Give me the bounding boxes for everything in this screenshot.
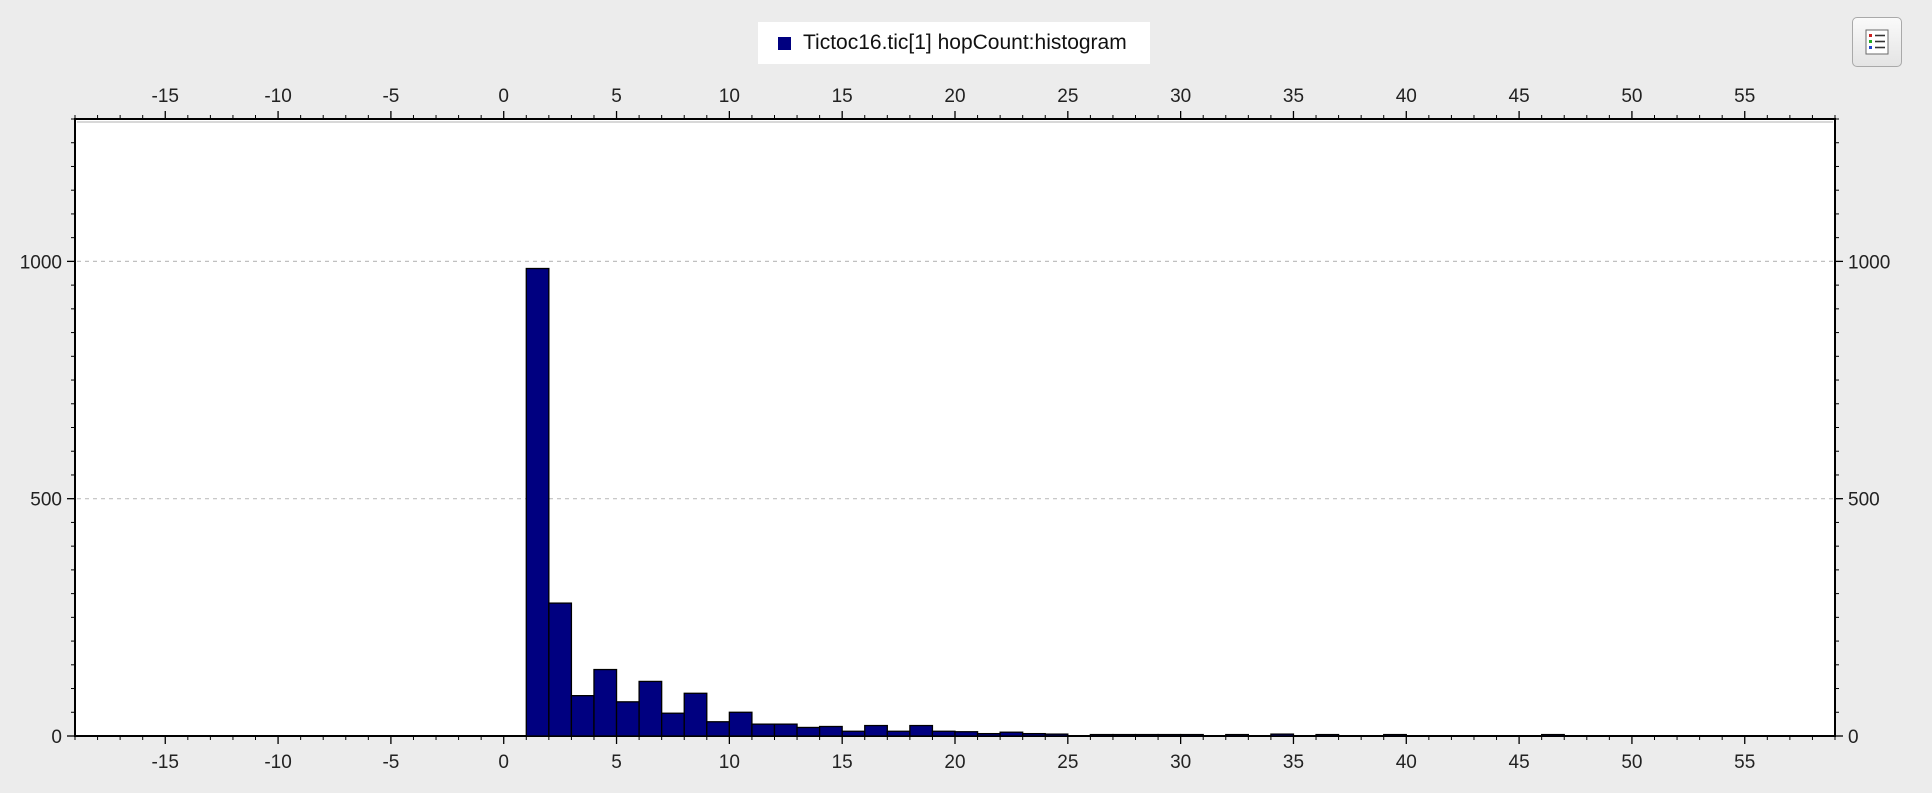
histogram-bar — [1157, 733, 1182, 737]
histogram-bar — [638, 680, 663, 737]
x-tick-label-bottom: 10 — [719, 752, 740, 773]
histogram-bars — [525, 267, 1565, 737]
y-tick-label-right: 500 — [1848, 490, 1880, 511]
y-tick-label-left: 500 — [30, 490, 62, 511]
histogram-bar — [818, 725, 843, 737]
histogram-bar — [751, 723, 776, 737]
histogram-bar — [1383, 733, 1407, 737]
x-tick-label-top: 0 — [498, 86, 509, 107]
histogram-bar — [796, 726, 821, 737]
x-tick-label-top: 20 — [944, 86, 965, 107]
x-tick-label-bottom: 45 — [1509, 752, 1530, 773]
x-tick-label-top: 25 — [1057, 86, 1078, 107]
x-tick-label-top: -5 — [382, 86, 399, 107]
x-tick-label-top: 55 — [1734, 86, 1755, 107]
histogram-bar — [841, 730, 866, 737]
histogram-bar — [1541, 733, 1565, 737]
x-tick-label-top: 50 — [1621, 86, 1642, 107]
x-tick-label-bottom: -5 — [382, 752, 399, 773]
histogram-bar — [1112, 733, 1137, 737]
histogram-bar — [615, 701, 640, 737]
legend: Tictoc16.tic[1] hopCount:histogram — [758, 22, 1150, 64]
histogram-bar — [548, 602, 573, 737]
histogram-bar — [728, 711, 753, 737]
legend-toggle-button[interactable] — [1852, 17, 1902, 67]
histogram-bar — [570, 695, 595, 737]
x-tick-label-bottom: -15 — [152, 752, 179, 773]
axis-tick-labels: -15-15-10-10-5-5005510101515202025253030… — [20, 86, 1891, 773]
x-tick-label-bottom: 55 — [1734, 752, 1755, 773]
histogram-bar — [1315, 733, 1340, 737]
histogram-bar — [886, 730, 911, 737]
x-tick-label-bottom: -10 — [264, 752, 291, 773]
histogram-bar — [773, 723, 798, 737]
x-tick-label-bottom: 40 — [1396, 752, 1417, 773]
histogram-bar — [1179, 733, 1204, 737]
histogram-bar — [864, 724, 888, 737]
histogram-bar — [706, 721, 731, 737]
x-tick-label-top: 45 — [1509, 86, 1530, 107]
histogram-bar — [525, 267, 550, 737]
histogram-bar — [976, 732, 1001, 737]
y-tick-label-right: 0 — [1848, 727, 1859, 748]
histogram-bar — [1270, 733, 1295, 737]
x-tick-label-bottom: 15 — [832, 752, 853, 773]
y-tick-label-right: 1000 — [1848, 252, 1890, 273]
x-tick-label-top: 10 — [719, 86, 740, 107]
histogram-bar — [1225, 733, 1249, 737]
x-tick-label-bottom: 0 — [498, 752, 509, 773]
x-tick-label-top: 15 — [832, 86, 853, 107]
x-tick-label-top: -10 — [264, 86, 291, 107]
histogram-bar — [1134, 733, 1159, 737]
x-tick-label-bottom: 35 — [1283, 752, 1304, 773]
histogram-bar — [1089, 733, 1114, 737]
legend-swatch — [778, 36, 791, 50]
histogram-bar — [683, 692, 708, 737]
histogram-bar — [999, 731, 1024, 737]
x-tick-label-bottom: 50 — [1621, 752, 1642, 773]
y-tick-label-left: 0 — [51, 727, 62, 748]
x-tick-label-top: 35 — [1283, 86, 1304, 107]
x-tick-label-bottom: 30 — [1170, 752, 1191, 773]
axis-ticks — [67, 111, 1843, 744]
x-tick-label-top: -15 — [152, 86, 179, 107]
plot-area — [74, 118, 1836, 737]
histogram-bar — [593, 668, 618, 737]
x-tick-label-top: 40 — [1396, 86, 1417, 107]
histogram-bar — [909, 724, 934, 737]
histogram-bar — [954, 731, 979, 737]
y-tick-label-left: 1000 — [20, 252, 62, 273]
legend-label: Tictoc16.tic[1] hopCount:histogram — [803, 31, 1127, 54]
histogram-bar — [1022, 732, 1046, 737]
histogram-bar — [1044, 733, 1069, 737]
x-tick-label-bottom: 5 — [611, 752, 622, 773]
histogram-bar — [931, 730, 956, 737]
x-tick-label-top: 30 — [1170, 86, 1191, 107]
x-tick-label-bottom: 25 — [1057, 752, 1078, 773]
histogram-bar — [661, 712, 685, 737]
x-tick-label-bottom: 20 — [944, 752, 965, 773]
legend-list-icon — [1865, 29, 1889, 55]
x-tick-label-top: 5 — [611, 86, 622, 107]
